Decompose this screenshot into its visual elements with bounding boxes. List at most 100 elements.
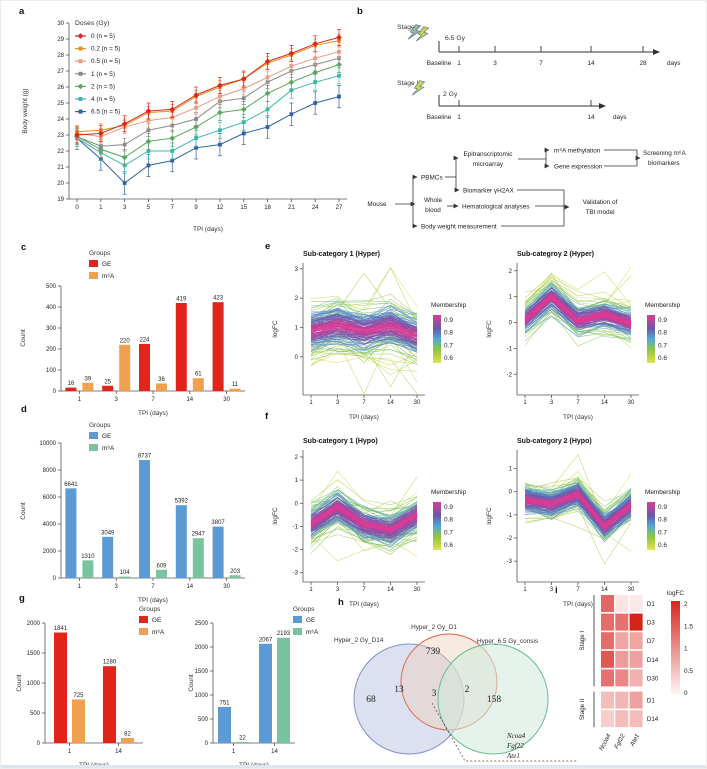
value-label: 11 (232, 382, 239, 388)
svg-text:GE: GE (152, 617, 161, 624)
svg-text:GE: GE (306, 617, 315, 624)
svg-text:30: 30 (223, 397, 230, 403)
svg-text:29: 29 (57, 37, 64, 43)
x-axis-title: TPI (days) (563, 601, 593, 608)
series-0 (n = 5) (74, 29, 342, 144)
svg-text:-2: -2 (507, 372, 513, 378)
svg-text:20: 20 (57, 181, 64, 187)
svg-text:24: 24 (312, 205, 319, 211)
svg-text:2: 2 (684, 601, 688, 608)
stage1-arrowhead-icon (653, 49, 660, 55)
svg-text:7: 7 (362, 587, 366, 593)
svg-text:30: 30 (223, 584, 230, 590)
bar (212, 526, 224, 578)
heat-cell (601, 710, 614, 728)
value-label: 3807 (211, 520, 225, 526)
x-axis-title: TPI (days) (563, 414, 593, 421)
membership-legend: Membership 0.9 0.8 0.7 0.6 (645, 489, 681, 550)
value-label: 1280 (103, 660, 117, 666)
value-label: 22 (239, 735, 246, 741)
svg-text:14: 14 (271, 749, 278, 755)
venn-gene-fgf22: Fgf22 (506, 742, 524, 750)
y-axis-title: Body weight (g) (22, 88, 29, 133)
panel-e-cluster-hyper1: Sub-category 1 (Hyper) 0 1 2 3 1 3 7 14 30 TPI (da… (272, 251, 467, 421)
svg-text:0.7: 0.7 (444, 529, 453, 536)
svg-text:1500: 1500 (27, 651, 41, 657)
bar (82, 560, 94, 578)
panel-e-cluster-hyper2: Sub-categroy 2 (Hyper) -2 -1 0 1 2 1 3 7 14 30 TPI … (486, 251, 681, 421)
panel-h-venn: Hyper_2 Gy_D14 Hyper_2 Gy_D1 Hyper_6.5 G… (334, 624, 578, 762)
svg-text:1: 1 (78, 584, 82, 590)
svg-text:21: 21 (288, 205, 295, 211)
svg-text:23: 23 (57, 133, 64, 139)
x-axis-title: TPI (days) (349, 601, 379, 608)
svg-text:0.8: 0.8 (444, 330, 453, 337)
svg-text:0.7: 0.7 (444, 342, 453, 349)
subplot-title: Sub-category 1 (Hypo) (303, 438, 378, 445)
heat-cell (615, 669, 629, 687)
flow-node-validation-l1: Validation of (583, 199, 618, 206)
flow-node-whole-blood-l1: Whole (424, 197, 443, 204)
svg-text:14: 14 (587, 114, 595, 121)
heat-cell (615, 632, 629, 650)
value-label: 61 (195, 372, 202, 378)
axes: 19 20 21 22 23 24 25 26 27 28 29 30 (57, 21, 347, 203)
bar (192, 378, 204, 391)
panel-a-bodyweight-line-chart: 19 20 21 22 23 24 25 26 27 28 29 30 0 1 3 5 7 9 12 15 18 21 24… (22, 20, 347, 233)
flow-node-m6a-methylation: m⁶A methylation (554, 148, 601, 155)
svg-text:-1: -1 (293, 524, 299, 530)
svg-text:2000: 2000 (195, 645, 209, 651)
venn-circle-6.5gy-consis (437, 643, 549, 755)
flow-node-mouse: Mouse (367, 201, 387, 208)
svg-text:1: 1 (232, 749, 236, 755)
subplot-title: Sub-categroy 2 (Hyper) (517, 251, 594, 258)
svg-text:26: 26 (57, 85, 64, 91)
panel-g-bar-chart-right: 05001000150020002500TPI (days)Count75122… (188, 606, 319, 768)
x-axis-title: TPI (days) (138, 410, 168, 417)
svg-text:m⁶A: m⁶A (102, 273, 115, 280)
bar (119, 576, 131, 578)
row-label: D7 (647, 638, 655, 645)
svg-text:0.8: 0.8 (444, 517, 453, 524)
svg-text:0.9: 0.9 (658, 317, 667, 324)
panel-c-bar-chart: 0 100 200 300 400 500 TPI (days) Count 16 39 25 220… (20, 250, 245, 417)
bar (65, 488, 77, 578)
svg-text:7: 7 (576, 400, 580, 406)
venn-gene-ncoa4: Ncoa4 (506, 732, 526, 740)
column-label: Ate1 (628, 733, 641, 748)
stage2-arrowhead-icon (599, 103, 606, 109)
svg-text:0.6: 0.6 (658, 355, 667, 362)
panel-g-bar-chart-left: 0500100015002000TPI (days)Count184172512… (16, 606, 165, 768)
svg-text:3: 3 (493, 60, 497, 67)
legend-title: logFC (667, 590, 684, 597)
bars: 6641 1310 3049 104 8737 609 5392 2947 3807 203 (64, 454, 241, 578)
svg-text:3: 3 (550, 400, 554, 406)
svg-text:19: 19 (57, 197, 64, 203)
axes: -2 -1 0 1 2 (507, 263, 639, 396)
svg-text:0.9: 0.9 (444, 317, 453, 324)
svg-text:0.9: 0.9 (444, 504, 453, 511)
svg-text:2000: 2000 (27, 621, 41, 627)
bar (212, 302, 224, 391)
subplot-title: Sub-category 2 (Hypo) (517, 438, 592, 445)
flow-node-pbmcs: PBMCs (421, 175, 443, 182)
svg-text:14: 14 (601, 400, 608, 406)
svg-text:1: 1 (457, 114, 461, 121)
value-label: 751 (219, 700, 230, 706)
svg-text:-2: -2 (507, 536, 513, 542)
stage1-timeline: Stage I 6.5 Gy Baseline 1 3 7 14 28 days (397, 24, 681, 67)
legend: Groups GE m⁶A (139, 606, 165, 636)
svg-text:0: 0 (684, 690, 688, 697)
bar (156, 383, 167, 391)
svg-text:1: 1 (78, 397, 82, 403)
svg-text:28: 28 (57, 53, 64, 59)
svg-text:0: 0 (509, 490, 513, 496)
value-label: 8737 (138, 454, 152, 460)
svg-text:300: 300 (46, 326, 57, 332)
membership-legend: Membership 0.9 0.8 0.7 0.6 (431, 489, 467, 550)
heat-cell (601, 613, 614, 631)
row-label: D1 (647, 601, 655, 608)
bar (175, 505, 187, 578)
svg-text:1.5: 1.5 (684, 623, 693, 630)
heat-cell (615, 710, 629, 728)
